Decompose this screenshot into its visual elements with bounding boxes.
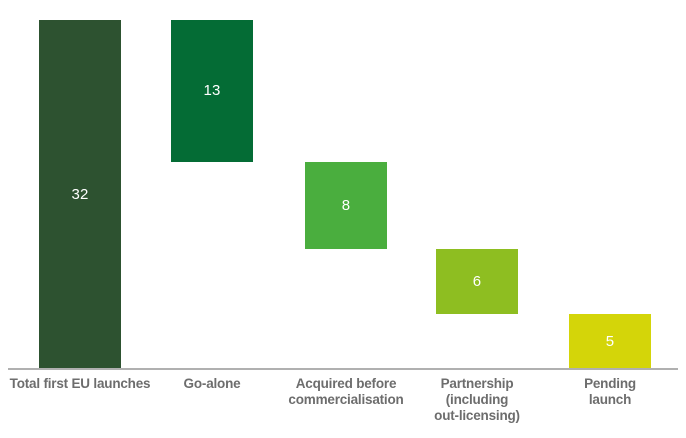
bar-value-label: 8 [341,196,351,214]
category-label: Acquired before commercialisation [288,376,404,407]
category-label: Total first EU launches [9,376,151,391]
category-label: Go-alone [183,376,241,391]
bar-value-label: 5 [605,333,615,351]
waterfall-bar: 32 [39,20,121,369]
waterfall-bar: 8 [305,161,387,250]
waterfall-bar: 13 [171,20,253,162]
waterfall-bar: 6 [436,249,518,315]
category-label: Partnership (including out-licensing) [434,376,520,423]
category-label: Pending launch [584,376,636,407]
x-axis-line [8,368,678,370]
waterfall-bar: 5 [569,314,651,369]
bar-value-label: 6 [472,273,482,291]
bar-value-label: 13 [203,82,221,100]
bar-value-label: 32 [71,186,89,203]
